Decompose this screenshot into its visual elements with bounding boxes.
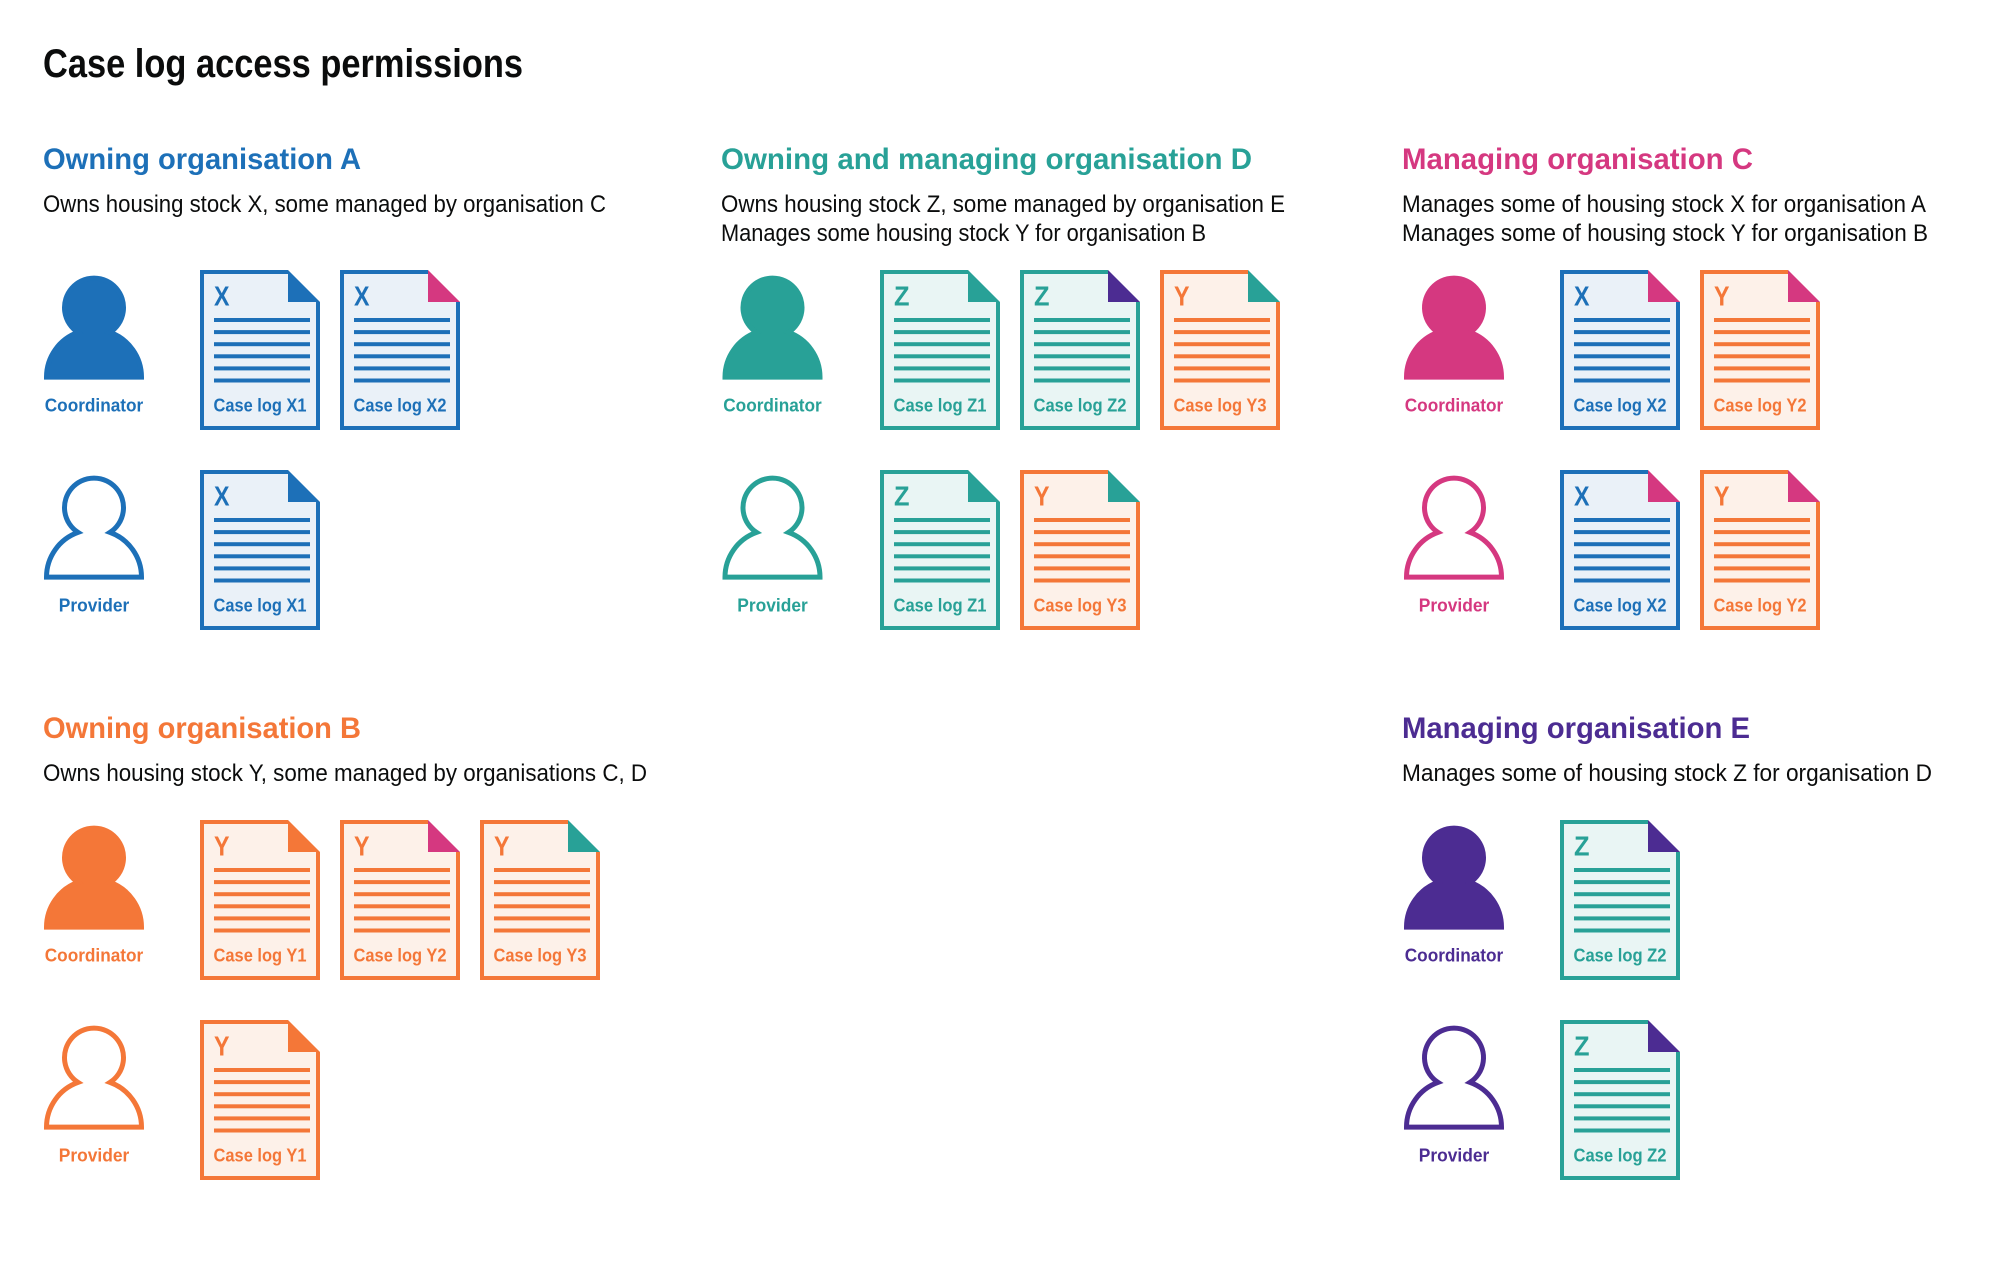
svg-text:Case log Z1: Case log Z1 (894, 595, 987, 615)
svg-text:Z: Z (1574, 831, 1590, 862)
svg-text:Z: Z (894, 481, 910, 512)
svg-text:Owns housing stock Y, some man: Owns housing stock Y, some managed by or… (43, 760, 647, 787)
svg-text:X: X (354, 281, 370, 312)
svg-text:Coordinator: Coordinator (45, 946, 144, 966)
svg-text:Provider: Provider (59, 1146, 130, 1166)
svg-text:Y: Y (214, 1031, 230, 1062)
svg-text:Z: Z (1034, 281, 1050, 312)
svg-text:Case log Y2: Case log Y2 (1714, 595, 1807, 615)
svg-text:Case log Y3: Case log Y3 (1034, 595, 1127, 615)
svg-text:Y: Y (1714, 481, 1730, 512)
svg-text:Case log X1: Case log X1 (214, 595, 307, 615)
svg-text:Coordinator: Coordinator (1405, 396, 1504, 416)
svg-text:Case log Y2: Case log Y2 (354, 945, 447, 965)
svg-text:Case log Y3: Case log Y3 (494, 945, 587, 965)
svg-text:Case log Z2: Case log Z2 (1574, 1145, 1667, 1165)
svg-text:Provider: Provider (737, 596, 808, 616)
svg-text:Provider: Provider (1419, 1146, 1490, 1166)
svg-text:X: X (214, 481, 230, 512)
svg-text:Manages some of housing stock: Manages some of housing stock X for orga… (1402, 191, 1926, 218)
svg-text:Owning and managing organisati: Owning and managing organisation D (721, 143, 1252, 176)
svg-text:Case log X2: Case log X2 (1574, 595, 1667, 615)
svg-text:Y: Y (1174, 281, 1190, 312)
svg-text:Provider: Provider (1419, 596, 1490, 616)
svg-text:Owns housing stock X, some man: Owns housing stock X, some managed by or… (43, 191, 606, 218)
svg-text:Owns housing stock Z, some man: Owns housing stock Z, some managed by or… (721, 191, 1285, 218)
svg-text:Owning organisation B: Owning organisation B (43, 712, 361, 745)
svg-text:Managing organisation C: Managing organisation C (1402, 143, 1753, 176)
svg-text:X: X (1574, 481, 1590, 512)
svg-text:Case log X2: Case log X2 (1574, 395, 1667, 415)
svg-text:Y: Y (1034, 481, 1050, 512)
svg-text:Case log Y1: Case log Y1 (214, 1145, 307, 1165)
svg-text:Case log Z1: Case log Z1 (894, 395, 987, 415)
svg-text:Y: Y (1714, 281, 1730, 312)
svg-text:Coordinator: Coordinator (723, 396, 822, 416)
svg-text:Case log Z2: Case log Z2 (1034, 395, 1127, 415)
svg-text:Z: Z (1574, 1031, 1590, 1062)
svg-text:Case log Y2: Case log Y2 (1714, 395, 1807, 415)
svg-text:Owning organisation A: Owning organisation A (43, 143, 361, 176)
svg-text:Y: Y (354, 831, 370, 862)
svg-text:Manages some of housing stock: Manages some of housing stock Z for orga… (1402, 760, 1932, 787)
svg-text:Coordinator: Coordinator (1405, 946, 1504, 966)
svg-text:Y: Y (214, 831, 230, 862)
svg-text:Provider: Provider (59, 596, 130, 616)
svg-text:Z: Z (894, 281, 910, 312)
svg-text:Managing organisation E: Managing organisation E (1402, 712, 1750, 745)
svg-text:Case log Z2: Case log Z2 (1574, 945, 1667, 965)
svg-text:Y: Y (494, 831, 510, 862)
svg-text:X: X (1574, 281, 1590, 312)
svg-text:Manages some housing stock Y f: Manages some housing stock Y for organis… (721, 220, 1206, 247)
svg-text:Case log Y1: Case log Y1 (214, 945, 307, 965)
svg-text:Manages some of housing stock: Manages some of housing stock Y for orga… (1402, 220, 1928, 247)
svg-text:Case log access permissions: Case log access permissions (43, 42, 523, 86)
svg-text:X: X (214, 281, 230, 312)
svg-text:Case log Y3: Case log Y3 (1174, 395, 1267, 415)
svg-text:Case log X2: Case log X2 (354, 395, 447, 415)
svg-text:Case log X1: Case log X1 (214, 395, 307, 415)
svg-text:Coordinator: Coordinator (45, 396, 144, 416)
